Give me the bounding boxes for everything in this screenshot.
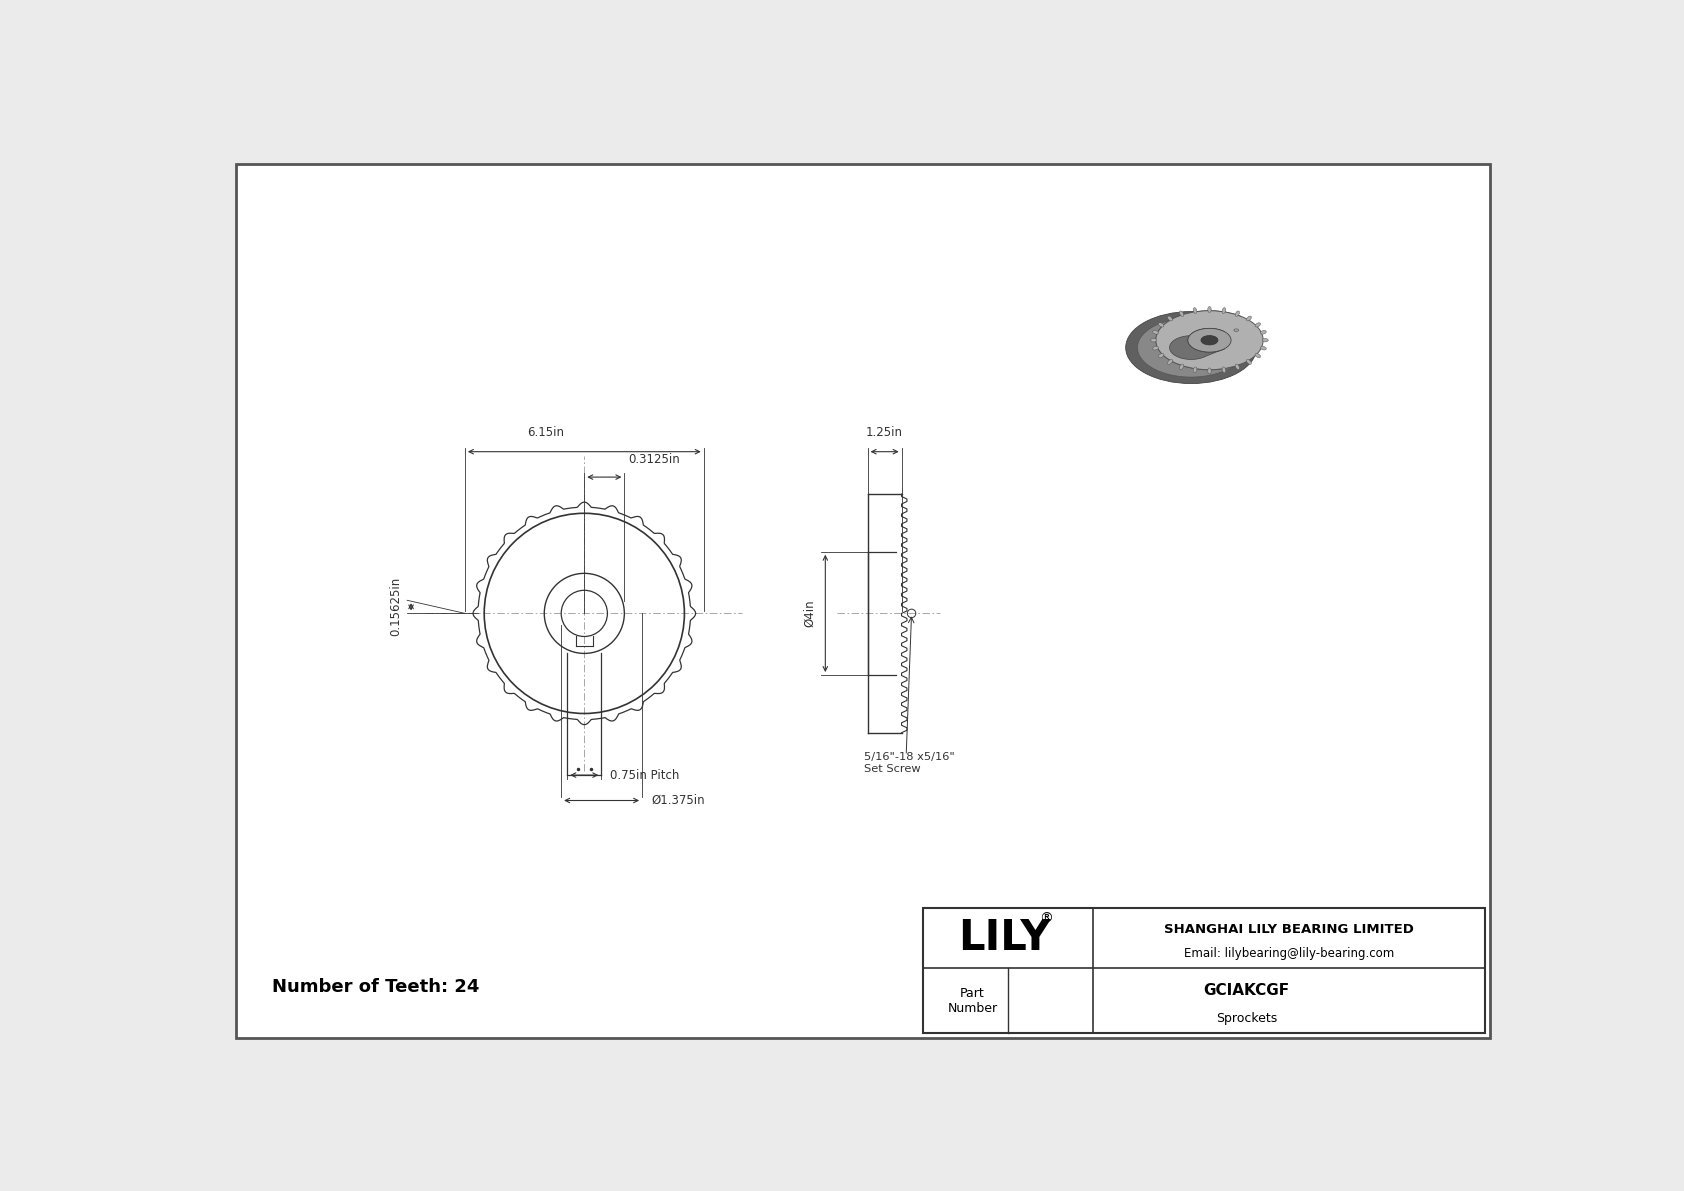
Text: 0.15625in: 0.15625in	[389, 578, 402, 636]
Ellipse shape	[1167, 360, 1172, 364]
Text: SHANGHAI LILY BEARING LIMITED: SHANGHAI LILY BEARING LIMITED	[1164, 923, 1415, 936]
Text: Ø4in: Ø4in	[803, 599, 817, 628]
Text: GCIAKCGF: GCIAKCGF	[1204, 984, 1290, 998]
Text: ®: ®	[1039, 912, 1052, 925]
Ellipse shape	[1255, 323, 1261, 328]
Text: 1.25in: 1.25in	[866, 425, 903, 438]
Ellipse shape	[1159, 323, 1164, 328]
Ellipse shape	[1179, 364, 1184, 369]
Ellipse shape	[1187, 329, 1231, 353]
Ellipse shape	[1155, 311, 1263, 369]
Ellipse shape	[1152, 330, 1159, 335]
Ellipse shape	[1125, 312, 1256, 384]
Text: 0.75in Pitch: 0.75in Pitch	[611, 768, 680, 781]
Ellipse shape	[1236, 311, 1239, 317]
Text: Sprockets: Sprockets	[1216, 1012, 1276, 1025]
Text: 6.15in: 6.15in	[527, 425, 564, 438]
Ellipse shape	[1263, 338, 1268, 342]
Ellipse shape	[1223, 367, 1226, 373]
Bar	[923, 909, 1485, 1033]
Text: 0.3125in: 0.3125in	[628, 453, 680, 466]
Ellipse shape	[1260, 330, 1266, 335]
Text: Number of Teeth: 24: Number of Teeth: 24	[273, 978, 480, 996]
Ellipse shape	[1194, 367, 1197, 373]
Ellipse shape	[1234, 329, 1238, 331]
Ellipse shape	[1223, 307, 1226, 313]
Text: Part
Number: Part Number	[948, 986, 997, 1015]
Ellipse shape	[1167, 316, 1172, 320]
Ellipse shape	[1152, 347, 1159, 350]
Ellipse shape	[1159, 354, 1164, 357]
Ellipse shape	[1179, 311, 1184, 317]
Ellipse shape	[1207, 368, 1211, 374]
Ellipse shape	[1236, 364, 1239, 369]
Polygon shape	[1137, 311, 1241, 378]
Ellipse shape	[1260, 347, 1266, 350]
Text: 5/16"-18 x5/16"
Set Screw: 5/16"-18 x5/16" Set Screw	[864, 752, 955, 774]
Polygon shape	[1170, 329, 1224, 360]
Ellipse shape	[1246, 316, 1251, 320]
Ellipse shape	[1150, 338, 1157, 342]
Ellipse shape	[1246, 360, 1251, 364]
Ellipse shape	[1207, 306, 1211, 312]
Text: Ø1.375in: Ø1.375in	[652, 794, 706, 807]
Text: LILY: LILY	[958, 917, 1051, 959]
Ellipse shape	[1255, 354, 1261, 357]
Ellipse shape	[1194, 307, 1197, 313]
Ellipse shape	[1201, 336, 1218, 345]
Text: Email: lilybearing@lily-bearing.com: Email: lilybearing@lily-bearing.com	[1184, 947, 1394, 960]
